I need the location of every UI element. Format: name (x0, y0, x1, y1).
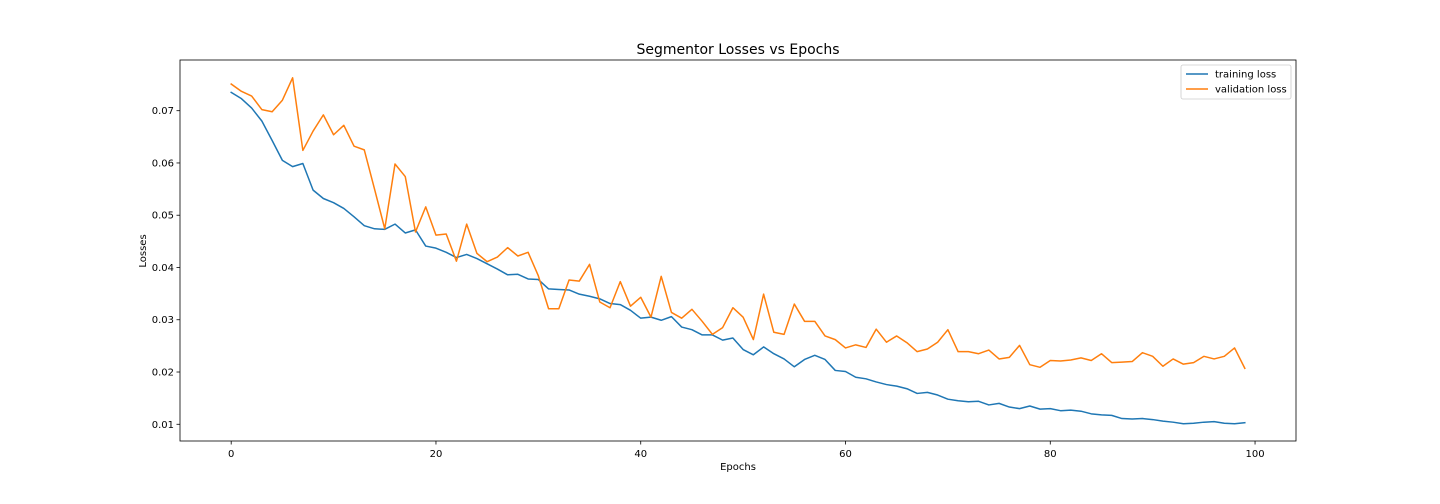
y-tick-label: 0.04 (152, 263, 174, 274)
legend-label-training-loss: training loss (1215, 70, 1276, 81)
y-axis-label: Losses (138, 234, 149, 267)
y-tick-label: 0.01 (152, 420, 174, 431)
x-tick-label: 80 (1044, 449, 1057, 460)
y-tick-label: 0.06 (152, 158, 174, 169)
x-tick-label: 40 (634, 449, 647, 460)
x-axis-label: Epochs (720, 462, 756, 473)
plot-area: 0 20 40 60 80 100 0.01 0.02 0.03 0.04 0.05 0.06 0.07 (152, 59, 1297, 460)
y-tick-label: 0.07 (152, 106, 174, 117)
x-tick-label: 0 (228, 449, 234, 460)
y-tick-label: 0.02 (152, 368, 174, 379)
y-tick-label: 0.05 (152, 211, 174, 222)
y-tick-label: 0.03 (152, 315, 174, 326)
legend-label-validation-loss: validation loss (1215, 85, 1287, 96)
plot-frame (179, 59, 1297, 442)
legend: training loss validation loss (1180, 64, 1292, 100)
x-tick-label: 60 (839, 449, 852, 460)
series-line-validation-loss (230, 77, 1246, 370)
legend-box (1180, 64, 1292, 100)
series-line-training-loss (230, 91, 1246, 425)
x-tick-label: 100 (1245, 449, 1264, 460)
x-tick-label: 20 (430, 449, 443, 460)
chart-title: Segmentor Losses vs Epochs (636, 42, 839, 58)
